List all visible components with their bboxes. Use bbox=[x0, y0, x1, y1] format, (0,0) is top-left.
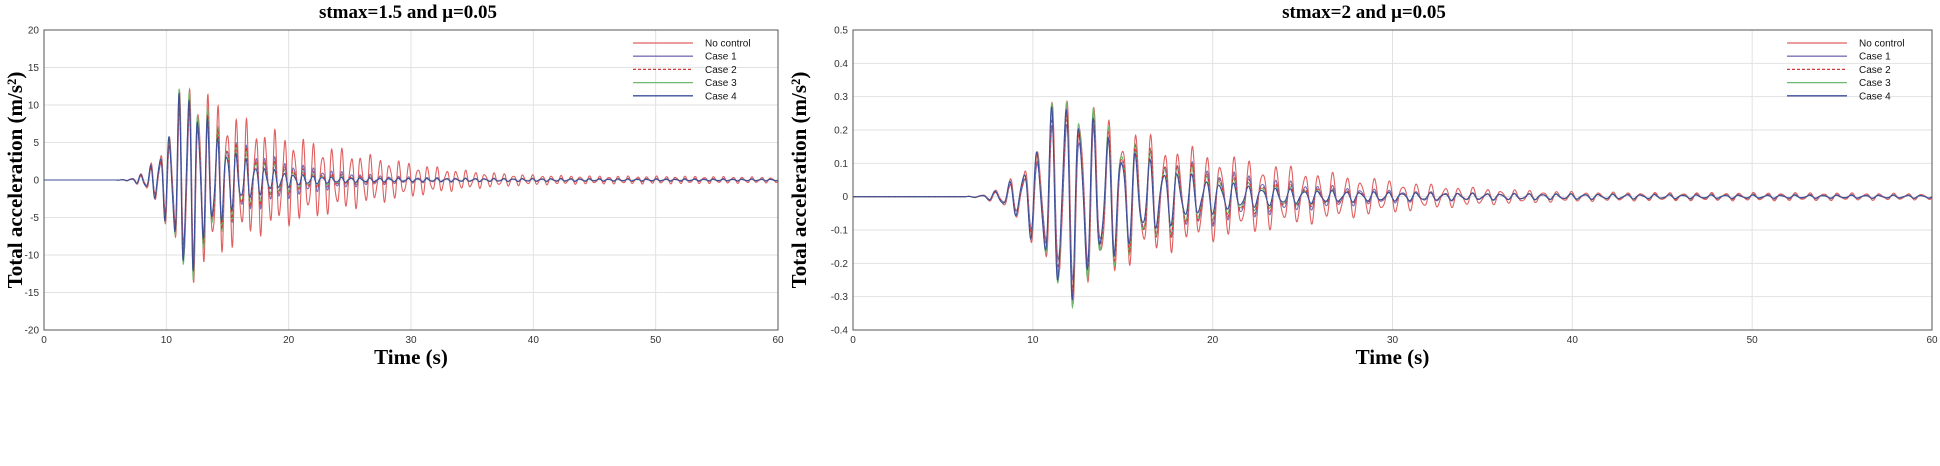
y-tick-label: 10 bbox=[28, 101, 40, 112]
y-tick-label: 20 bbox=[28, 26, 40, 37]
legend-entry: Case 2 bbox=[705, 65, 737, 76]
y-tick-label: -10 bbox=[25, 251, 40, 262]
legend-entry: Case 3 bbox=[1859, 78, 1891, 89]
y-tick-label: 0 bbox=[842, 192, 848, 203]
legend-entry: Case 4 bbox=[705, 91, 737, 102]
y-tick-label: 0.1 bbox=[834, 159, 848, 170]
legend-entry: Case 1 bbox=[1859, 52, 1891, 63]
chart-panel-right: 0 10 20 30 40 50 60 -0.4 -0.3 -0.2 -0.1 0 0.1 0.2 0.3 0… bbox=[790, 0, 1940, 466]
x-tick-label: 50 bbox=[1747, 335, 1759, 346]
x-tick-label: 40 bbox=[1567, 335, 1579, 346]
legend: No control Case 1 Case 2 Case 3 Case 4 bbox=[1787, 39, 1905, 102]
legend-entry: Case 2 bbox=[1859, 65, 1891, 76]
x-tick-label: 30 bbox=[405, 335, 417, 346]
chart-right-svg: 0 10 20 30 40 50 60 -0.4 -0.3 -0.2 -0.1 0 0.1 0.2 0.3 0… bbox=[790, 2, 1938, 369]
x-tick-label: 50 bbox=[650, 335, 662, 346]
x-tick-label: 20 bbox=[1207, 335, 1219, 346]
legend-entry: No control bbox=[705, 39, 751, 50]
y-tick-label: -0.1 bbox=[831, 226, 849, 237]
x-tick-label: 0 bbox=[41, 335, 47, 346]
x-tick-label: 0 bbox=[850, 335, 856, 346]
x-tick-label: 10 bbox=[1027, 335, 1039, 346]
legend-entry: Case 3 bbox=[705, 78, 737, 89]
series-line-case-4 bbox=[44, 92, 778, 272]
x-tick-label: 60 bbox=[772, 335, 784, 346]
y-axis-label: Total acceleration (m/s²) bbox=[790, 72, 811, 289]
chart-title: stmax=2 and μ=0.05 bbox=[1282, 2, 1446, 23]
y-tick-label: 0.5 bbox=[834, 26, 848, 37]
x-tick-label: 10 bbox=[161, 335, 173, 346]
x-axis-label: Time (s) bbox=[1356, 345, 1430, 369]
y-tick-label: 0.2 bbox=[834, 126, 848, 137]
y-tick-label: 15 bbox=[28, 63, 40, 74]
x-tick-label: 40 bbox=[528, 335, 540, 346]
series-line-case-4 bbox=[853, 106, 1932, 301]
y-axis-label: Total acceleration (m/s²) bbox=[3, 72, 27, 289]
y-tick-label: 5 bbox=[33, 138, 39, 149]
y-tick-label: -15 bbox=[25, 288, 40, 299]
chart-left-svg: 0 10 20 30 40 50 60 -20 -15 -10 -5 0 5 10 15 20 stmax=1.… bbox=[3, 2, 784, 369]
y-tick-label: -5 bbox=[30, 213, 39, 224]
axes-box bbox=[43, 29, 779, 331]
chart-panel-left: 0 10 20 30 40 50 60 -20 -15 -10 -5 0 5 10 15 20 stmax=1.… bbox=[0, 0, 790, 466]
y-tick-label: -0.2 bbox=[831, 259, 849, 270]
y-tick-label: 0 bbox=[33, 176, 39, 187]
y-tick-label: -20 bbox=[25, 326, 40, 337]
axes-box bbox=[852, 29, 1933, 331]
chart-title: stmax=1.5 and μ=0.05 bbox=[319, 2, 497, 23]
x-tick-label: 60 bbox=[1926, 335, 1938, 346]
legend-entry: Case 1 bbox=[705, 52, 737, 63]
x-tick-label: 20 bbox=[283, 335, 295, 346]
y-tick-label: 0.3 bbox=[834, 92, 848, 103]
y-tick-label: -0.4 bbox=[831, 326, 849, 337]
legend: No control Case 1 Case 2 Case 3 Case 4 bbox=[633, 39, 751, 102]
legend-entry: No control bbox=[1859, 39, 1905, 50]
y-tick-label: -0.3 bbox=[831, 292, 849, 303]
y-tick-label: 0.4 bbox=[834, 59, 848, 70]
x-axis-label: Time (s) bbox=[374, 345, 448, 369]
legend-entry: Case 4 bbox=[1859, 91, 1891, 102]
x-tick-label: 30 bbox=[1387, 335, 1399, 346]
